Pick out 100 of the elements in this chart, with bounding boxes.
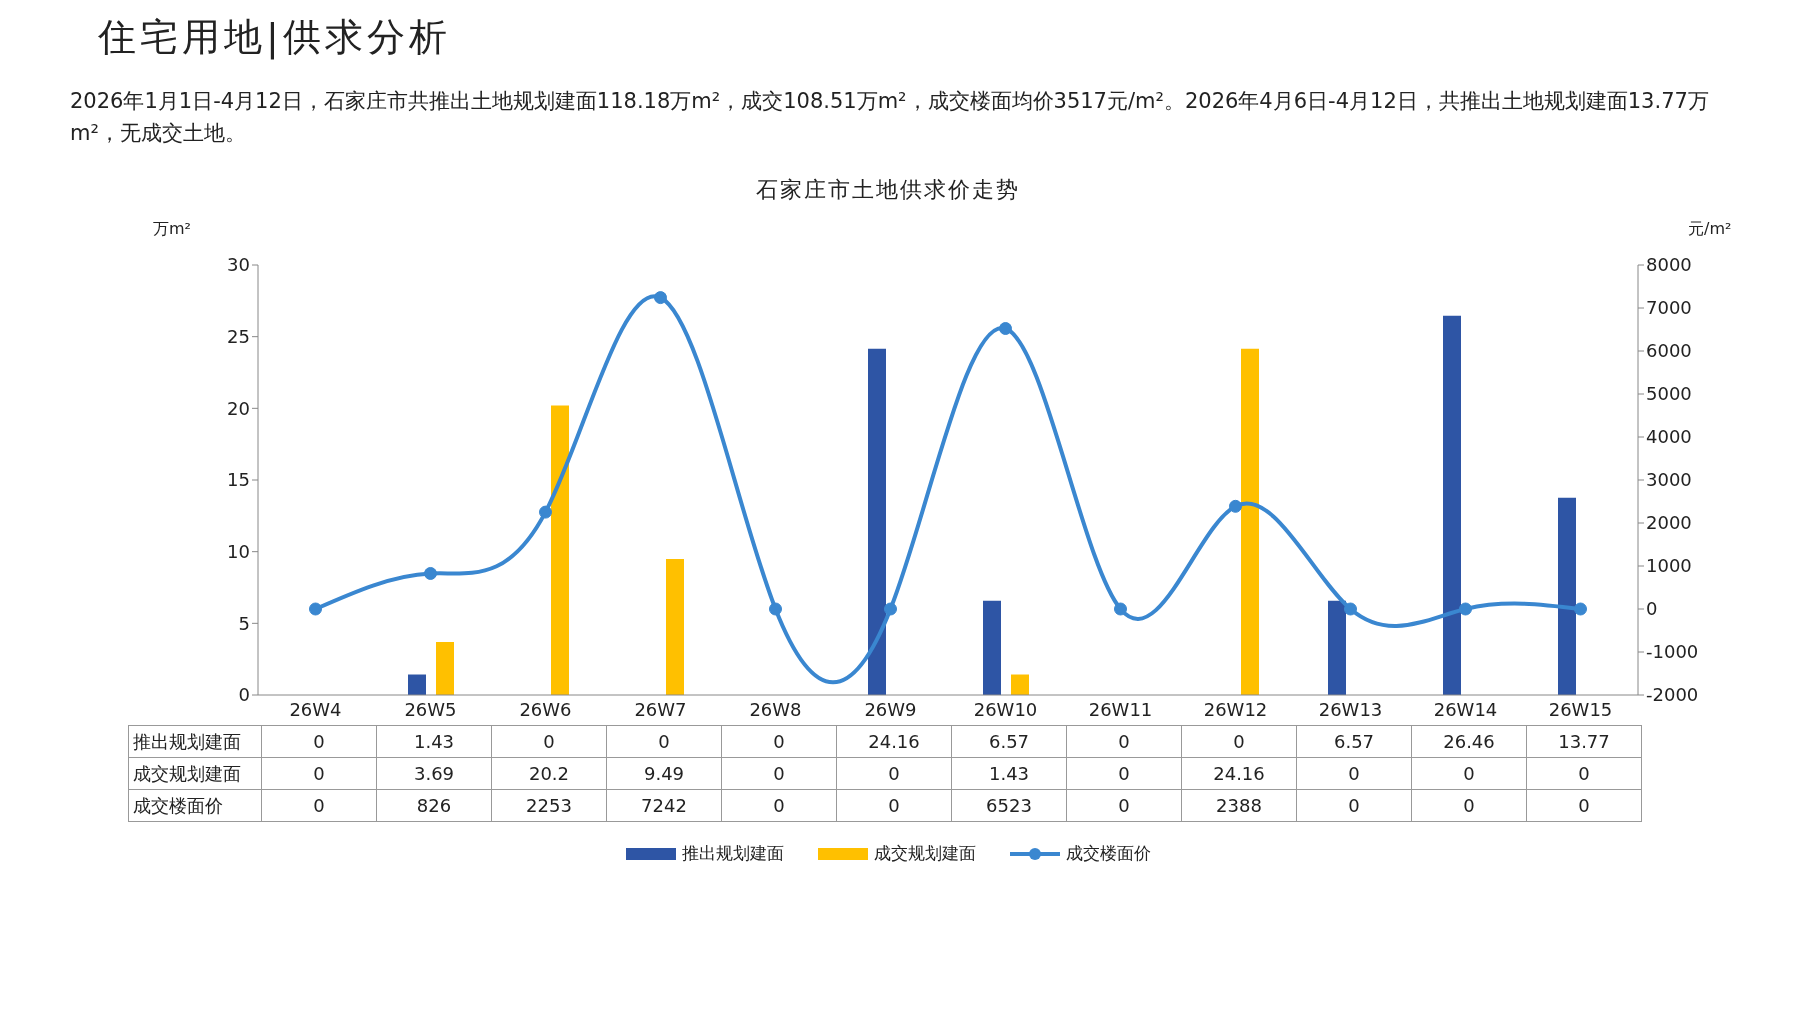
data-label: 6.57: [951, 725, 1067, 758]
data-label: 0: [1296, 789, 1412, 822]
y2-tick-label: 5000: [1646, 383, 1692, 405]
data-label: 2253: [491, 789, 607, 822]
text: 成交楼面价: [133, 794, 223, 816]
data-label: 0: [1181, 725, 1297, 758]
bar: [436, 642, 454, 695]
data-label: 0: [1066, 757, 1182, 790]
data-label: 0: [491, 725, 607, 758]
y-tick-label: 30: [227, 254, 250, 276]
y2-tick-label: -1000: [1646, 641, 1699, 663]
y-tick-label: 20: [227, 397, 250, 419]
data-label: 0: [606, 725, 722, 758]
point: [1114, 602, 1127, 616]
point: [654, 291, 667, 305]
data-label: 0: [721, 725, 837, 758]
data-label: 6.57: [1296, 725, 1412, 758]
x-tick-label: 26W9: [864, 698, 917, 720]
data-label: 0: [836, 757, 952, 790]
text: 推出规划建面: [133, 730, 241, 752]
bar: [408, 674, 426, 695]
point: [1344, 602, 1357, 616]
point: [1229, 499, 1242, 513]
bar: [1328, 600, 1346, 695]
x-tick-label: 26W10: [973, 698, 1038, 720]
y2-tick-label: -2000: [1646, 684, 1699, 706]
y-tick-label: 5: [238, 612, 250, 634]
text: 石家庄市土地供求价走势: [755, 176, 1021, 204]
bar: [666, 558, 684, 695]
data-label: 0: [721, 789, 837, 822]
x-tick-label: 26W5: [404, 698, 457, 720]
y-tick-label: 15: [227, 469, 250, 491]
data-label: 0: [836, 789, 952, 822]
bar: [868, 348, 886, 695]
x-tick-label: 26W11: [1088, 698, 1153, 720]
bar: [1443, 315, 1461, 695]
x-tick-label: 26W8: [749, 698, 802, 720]
data-label: 0: [1411, 757, 1527, 790]
data-label: 0: [1066, 725, 1182, 758]
y2-tick-label: 2000: [1646, 512, 1692, 534]
y2-tick-label: 4000: [1646, 426, 1692, 448]
data-label: 7242: [606, 789, 722, 822]
data-label: 0: [1411, 789, 1527, 822]
data-label: 0: [261, 725, 377, 758]
data-label: 826: [376, 789, 492, 822]
point: [769, 602, 782, 616]
data-label: 1.43: [376, 725, 492, 758]
bar: [1558, 497, 1576, 695]
data-label: 0: [1066, 789, 1182, 822]
point: [884, 602, 897, 616]
data-label: 0: [261, 789, 377, 822]
bar: [1241, 348, 1259, 695]
legend-label: 成交规划建面: [873, 842, 976, 865]
y2-axis-title: 元/m²: [1688, 219, 1732, 240]
bar: [551, 405, 569, 695]
y-tick-label: 25: [227, 326, 250, 348]
data-label: 0: [1526, 789, 1642, 822]
data-label: 13.77: [1526, 725, 1642, 758]
data-label: 20.2: [491, 757, 607, 790]
x-tick-label: 26W13: [1318, 698, 1383, 720]
y2-tick-label: 1000: [1646, 555, 1692, 577]
data-label: 0: [261, 757, 377, 790]
y-tick-label: 0: [238, 684, 250, 706]
y2-tick-label: 7000: [1646, 297, 1692, 319]
text: 成交规划建面: [133, 762, 241, 784]
data-label: 0: [1296, 757, 1412, 790]
y2-tick-label: 6000: [1646, 340, 1692, 362]
y2-tick-label: 3000: [1646, 469, 1692, 491]
y2-tick-label: 0: [1646, 598, 1658, 620]
data-label: 0: [721, 757, 837, 790]
x-tick-label: 26W14: [1433, 698, 1498, 720]
point: [309, 602, 322, 616]
x-tick-label: 26W15: [1548, 698, 1613, 720]
data-label: 0: [1526, 757, 1642, 790]
data-label: 3.69: [376, 757, 492, 790]
chart-subtitle: 2026年1月1日-4月12日，石家庄市共推出土地规划建面118.18万m²，成交108.51万m²，成交楼面均价3517元/m²。2026年4月6日-4月12日，共推出土地规划建面13.77万m²，无成交土地。: [70, 88, 1710, 147]
point: [539, 505, 552, 519]
x-tick-label: 26W7: [634, 698, 687, 720]
data-label: 26.46: [1411, 725, 1527, 758]
point: [424, 566, 437, 580]
legend-label: 成交楼面价: [1065, 842, 1151, 865]
y-axis-title: 万m²: [153, 219, 191, 240]
y-tick-label: 10: [227, 541, 250, 563]
chart-title: 住宅用地|供求分析: [98, 14, 452, 62]
legend-label: 推出规划建面: [681, 842, 784, 865]
bar: [983, 600, 1001, 695]
point: [1459, 602, 1472, 616]
data-label: 2388: [1181, 789, 1297, 822]
bar: [1011, 674, 1029, 695]
x-tick-label: 26W12: [1203, 698, 1268, 720]
data-label: 1.43: [951, 757, 1067, 790]
point: [1574, 602, 1587, 616]
point: [999, 322, 1012, 336]
x-tick-label: 26W6: [519, 698, 572, 720]
data-label: 9.49: [606, 757, 722, 790]
x-tick-label: 26W4: [289, 698, 342, 720]
data-label: 24.16: [1181, 757, 1297, 790]
y2-tick-label: 8000: [1646, 254, 1692, 276]
data-label: 6523: [951, 789, 1067, 822]
data-label: 24.16: [836, 725, 952, 758]
